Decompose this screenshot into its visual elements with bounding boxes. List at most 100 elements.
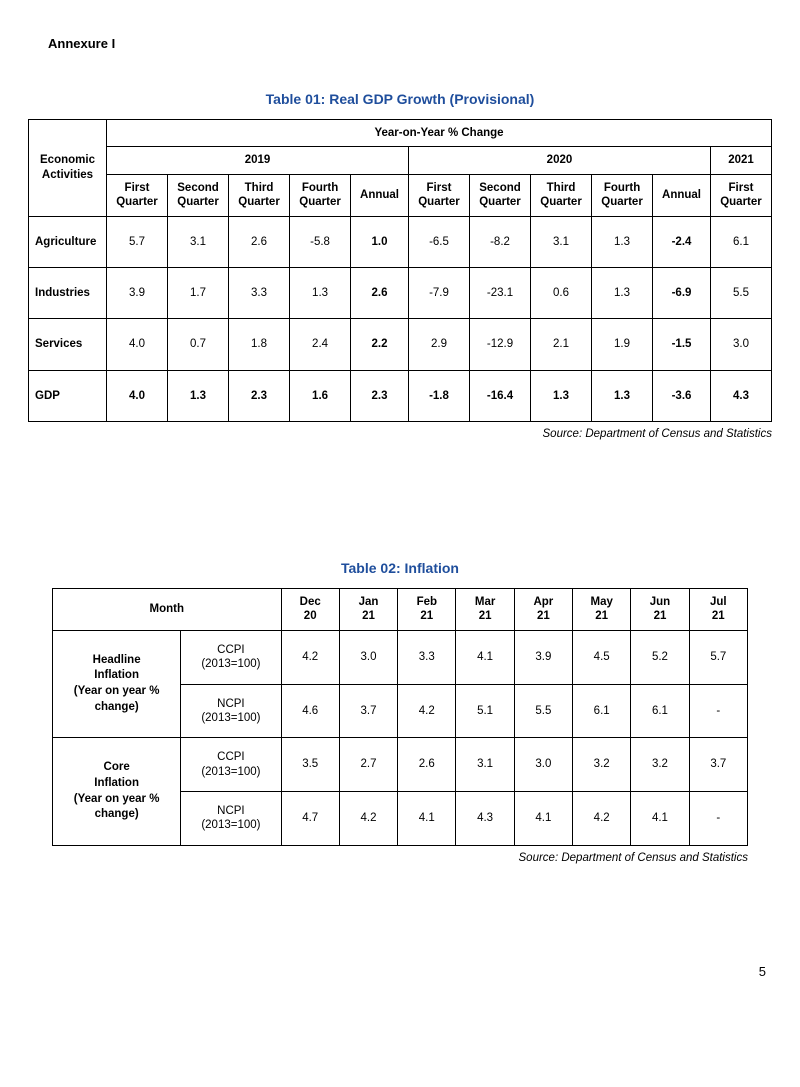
table2-cell: 4.2	[281, 630, 339, 684]
table2-sub-label: CCPI(2013=100)	[181, 738, 281, 792]
table2-cell: 5.2	[631, 630, 689, 684]
table2-col-header: Mar21	[456, 589, 514, 631]
table1-cell: 1.6	[290, 370, 351, 421]
table1-cell: 2.1	[531, 319, 592, 370]
table1-cell: 1.3	[531, 370, 592, 421]
table2-cell: -	[689, 792, 747, 846]
table2-cell: 2.6	[398, 738, 456, 792]
table1-cell: 1.9	[592, 319, 653, 370]
table2-cell: 4.2	[339, 792, 397, 846]
table2-cell: 4.6	[281, 684, 339, 738]
table2-cell: 4.2	[398, 684, 456, 738]
table1-cell: -3.6	[653, 370, 711, 421]
table-inflation: MonthDec20Jan21Feb21Mar21Apr21May21Jun21…	[52, 588, 748, 846]
table1-sub-header: Annual	[653, 174, 711, 216]
table1-cell: -2.4	[653, 216, 711, 267]
table1-cell: -16.4	[470, 370, 531, 421]
table-gdp-growth: Economic ActivitiesYear-on-Year % Change…	[28, 119, 772, 422]
table1-sub-header: Annual	[351, 174, 409, 216]
table1-cell: 3.1	[531, 216, 592, 267]
table2-col-header: Apr21	[514, 589, 572, 631]
table1-sub-header: SecondQuarter	[168, 174, 229, 216]
table1-body: Agriculture5.73.12.6-5.81.0-6.5-8.23.11.…	[29, 216, 772, 422]
table1-cell: 2.6	[229, 216, 290, 267]
table1-sub-header: ThirdQuarter	[229, 174, 290, 216]
table1-cell: 2.4	[290, 319, 351, 370]
table2-col-header: Dec20	[281, 589, 339, 631]
table1-cell: 4.3	[710, 370, 771, 421]
table2-col-header: Jul21	[689, 589, 747, 631]
table1-span-header: Year-on-Year % Change	[107, 120, 772, 147]
table2-cell: 4.2	[573, 792, 631, 846]
table2-cell: 3.2	[573, 738, 631, 792]
table1-head: Economic ActivitiesYear-on-Year % Change…	[29, 120, 772, 217]
table1-cell: 2.9	[408, 319, 469, 370]
table1-sub-header: SecondQuarter	[470, 174, 531, 216]
table2-head: MonthDec20Jan21Feb21Mar21Apr21May21Jun21…	[53, 589, 748, 631]
table2-cell: 2.7	[339, 738, 397, 792]
table2-cell: 3.2	[631, 738, 689, 792]
table1-cell: 1.0	[351, 216, 409, 267]
table1-cell: 2.6	[351, 267, 409, 318]
table1-cell: 6.1	[710, 216, 771, 267]
table2-cell: 3.1	[456, 738, 514, 792]
table1-cell: 1.7	[168, 267, 229, 318]
table2-cell: 3.3	[398, 630, 456, 684]
table1-cell: 2.2	[351, 319, 409, 370]
table2-cell: 4.1	[456, 630, 514, 684]
table2-body: HeadlineInflation(Year on year % change)…	[53, 630, 748, 845]
table1-cell: 2.3	[229, 370, 290, 421]
table2-sub-label: CCPI(2013=100)	[181, 630, 281, 684]
table2-cell: -	[689, 684, 747, 738]
table1-cell: 1.3	[592, 267, 653, 318]
table1-cell: 0.6	[531, 267, 592, 318]
table2-col-header: Jun21	[631, 589, 689, 631]
table2-cell: 4.1	[514, 792, 572, 846]
table1-cell: -1.8	[408, 370, 469, 421]
table2-col-header: Feb21	[398, 589, 456, 631]
table1-cell: 1.3	[592, 370, 653, 421]
table1-cell: -6.9	[653, 267, 711, 318]
table2-sub-label: NCPI(2013=100)	[181, 792, 281, 846]
table2-col-header: Jan21	[339, 589, 397, 631]
table2-col-header: May21	[573, 589, 631, 631]
table2-sub-label: NCPI(2013=100)	[181, 684, 281, 738]
table2-group-label: CoreInflation(Year on year % change)	[53, 738, 181, 846]
table1-cell: -12.9	[470, 319, 531, 370]
table2-cell: 4.1	[398, 792, 456, 846]
table2-cell: 3.0	[514, 738, 572, 792]
table1-cell: 3.3	[229, 267, 290, 318]
table1-row-label: GDP	[29, 370, 107, 421]
table1-row-label: Agriculture	[29, 216, 107, 267]
table1-cell: 0.7	[168, 319, 229, 370]
table1-cell: 1.3	[592, 216, 653, 267]
table1-cell: 4.0	[107, 319, 168, 370]
table1-sub-header: FirstQuarter	[710, 174, 771, 216]
table1-cell: 4.0	[107, 370, 168, 421]
table1-cell: 2.3	[351, 370, 409, 421]
annexure-heading: Annexure I	[48, 36, 772, 51]
table1-cell: 1.8	[229, 319, 290, 370]
table2-cell: 5.1	[456, 684, 514, 738]
table2-cell: 6.1	[573, 684, 631, 738]
table1-cell: -7.9	[408, 267, 469, 318]
page-number: 5	[28, 964, 772, 979]
table2-title: Table 02: Inflation	[28, 560, 772, 576]
table2-cell: 3.5	[281, 738, 339, 792]
table1-cell: 5.5	[710, 267, 771, 318]
table1-row-label: Industries	[29, 267, 107, 318]
table1-source: Source: Department of Census and Statist…	[28, 428, 772, 440]
table1-cell: -23.1	[470, 267, 531, 318]
table1-sub-header: FourthQuarter	[290, 174, 351, 216]
table1-sub-header: FourthQuarter	[592, 174, 653, 216]
table1-title: Table 01: Real GDP Growth (Provisional)	[28, 91, 772, 107]
table2-cell: 6.1	[631, 684, 689, 738]
table1-year-header: 2021	[710, 147, 771, 174]
table1-year-header: 2019	[107, 147, 409, 174]
table2-cell: 4.1	[631, 792, 689, 846]
table1-sub-header: FirstQuarter	[107, 174, 168, 216]
table1-row-label: Services	[29, 319, 107, 370]
table1-sub-header: FirstQuarter	[408, 174, 469, 216]
table1-year-header: 2020	[408, 147, 710, 174]
table1-cell: -8.2	[470, 216, 531, 267]
